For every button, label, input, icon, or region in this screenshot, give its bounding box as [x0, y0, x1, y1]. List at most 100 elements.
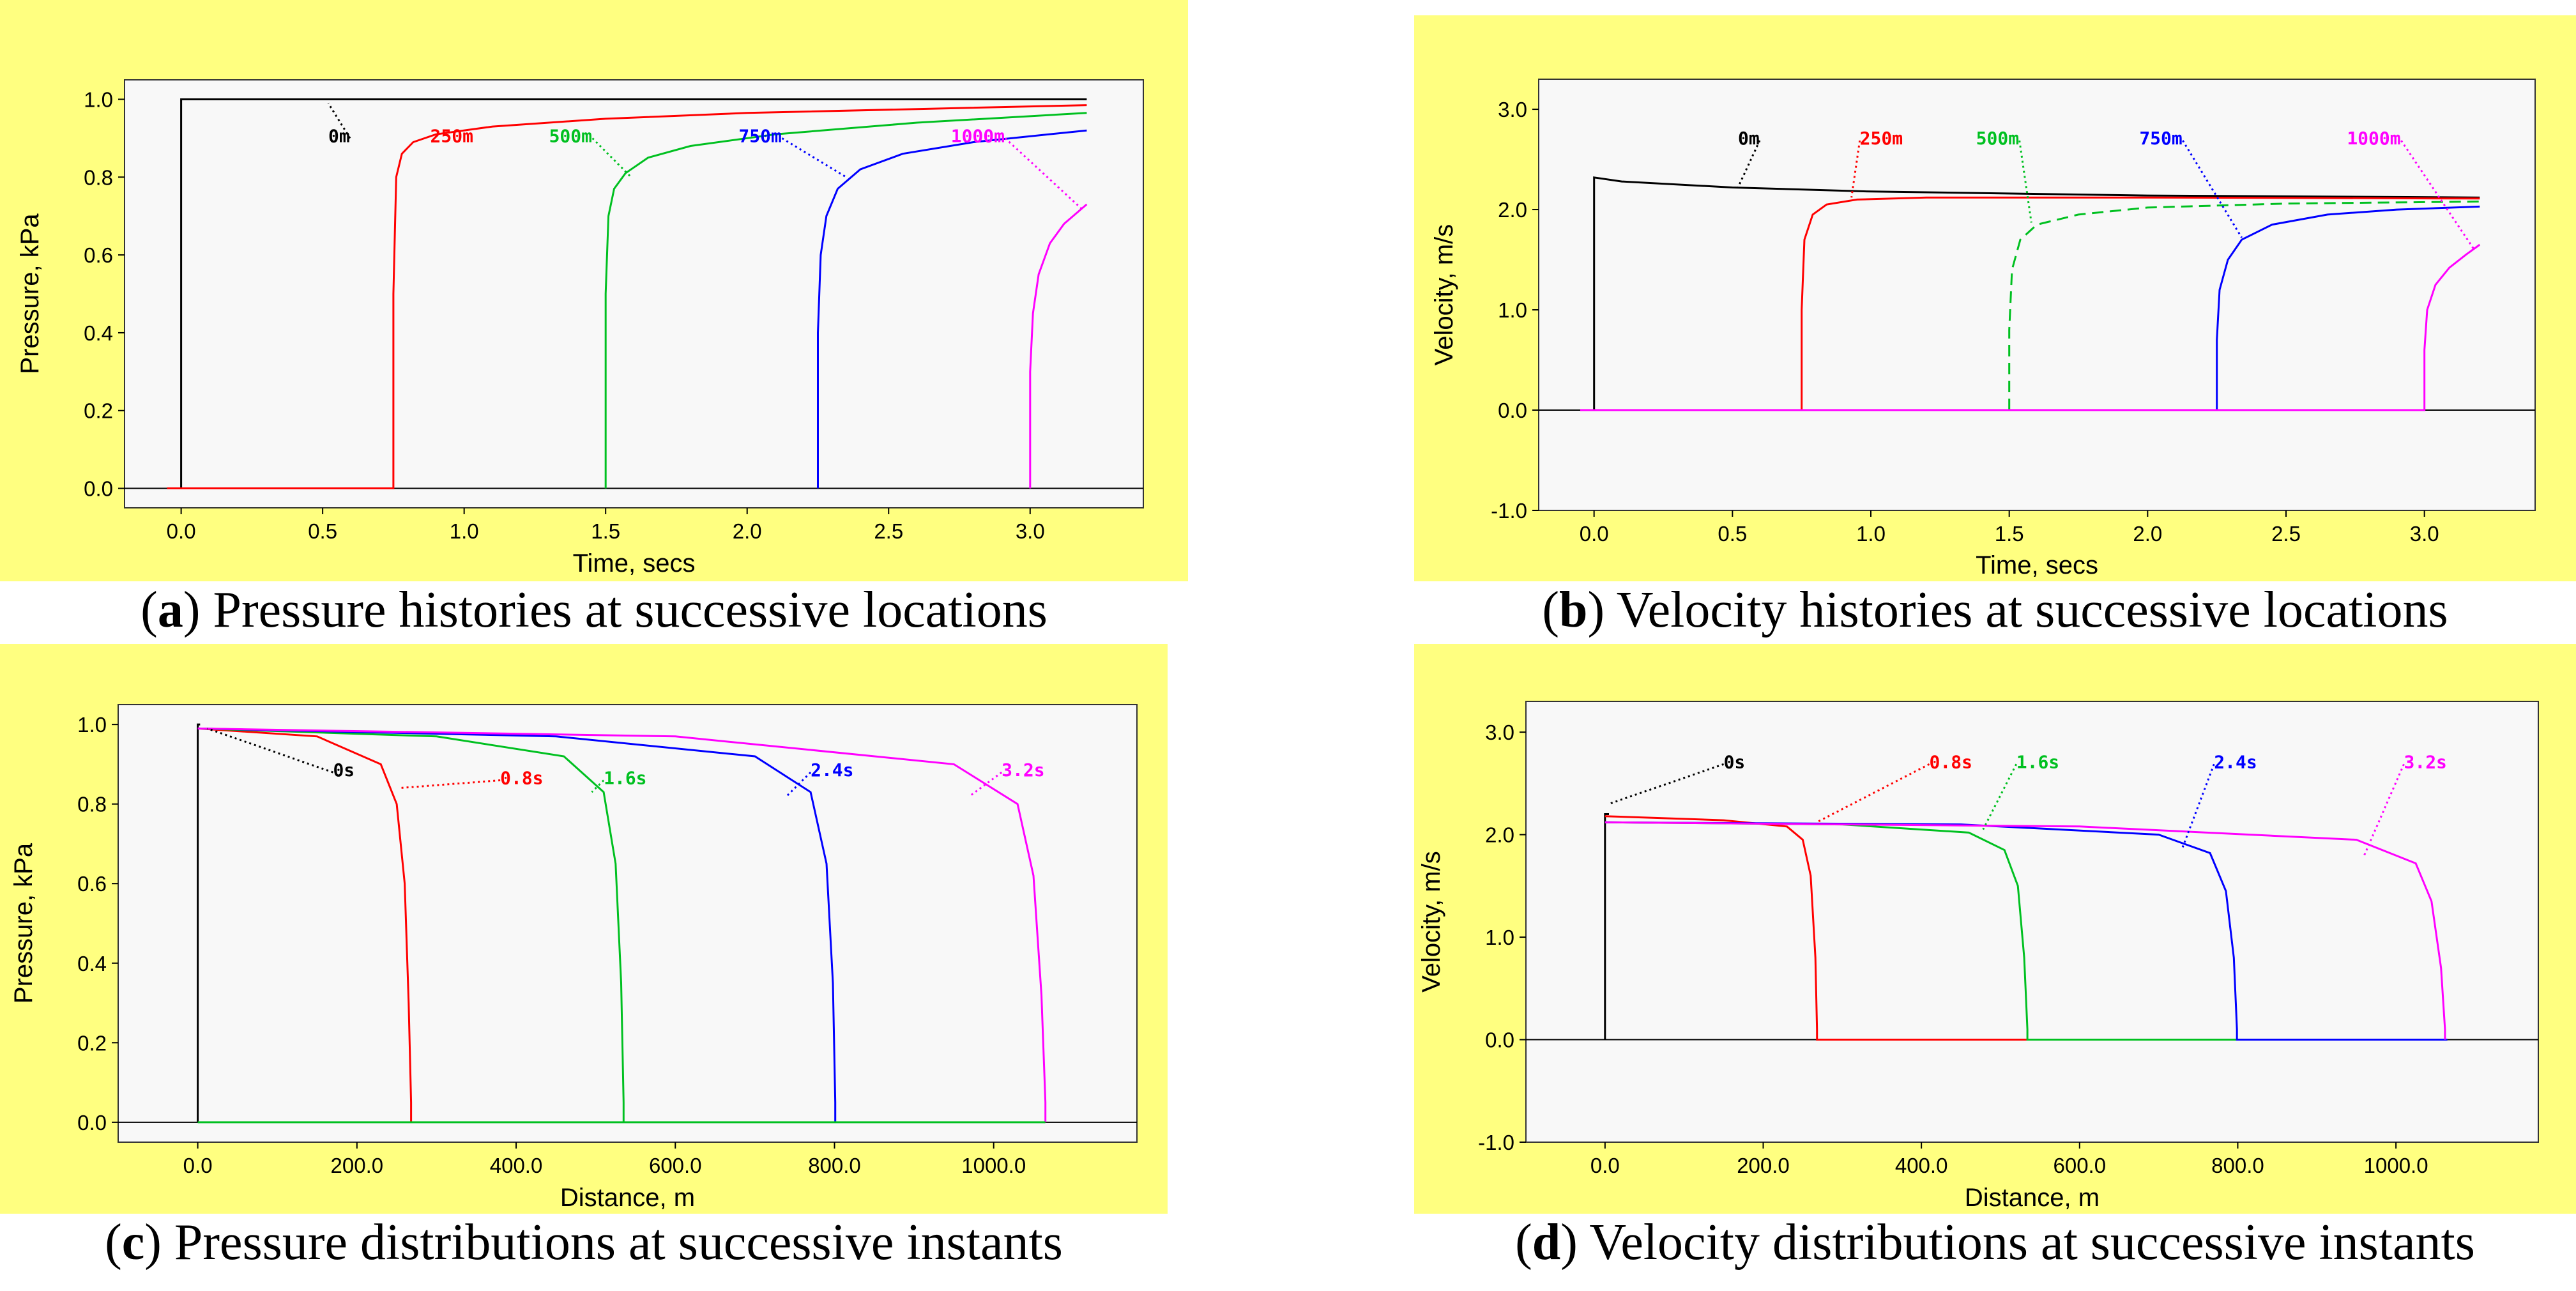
series-line-500m — [2008, 201, 2480, 410]
x-axis-label: Distance, m — [560, 1184, 695, 1212]
caption-d-letter: d — [1532, 1214, 1561, 1271]
series-line-250m — [1801, 196, 2480, 410]
series-line-0.8s — [197, 727, 413, 1122]
annotation-label: 2.4s — [811, 760, 853, 781]
annotation-label: 2.4s — [2214, 751, 2257, 772]
annotation-leader — [1818, 763, 1930, 823]
y-tick-label: 0.6 — [77, 872, 107, 896]
y-axis-label: Velocity, m/s — [1417, 851, 1445, 993]
series-line-1.6s — [1604, 821, 2448, 1041]
x-tick-label: 0.0 — [1590, 1154, 1620, 1177]
x-tick-label: 1.5 — [1995, 522, 2024, 546]
x-tick-label: 400.0 — [490, 1154, 543, 1177]
y-tick-label: 0.2 — [77, 1031, 107, 1055]
y-tick-label: 1.0 — [1485, 926, 1514, 949]
y-tick-label: 0.0 — [84, 477, 113, 501]
y-tick-label: 0.8 — [77, 793, 107, 816]
plot-area — [118, 704, 1138, 1143]
x-tick-label: 2.0 — [2133, 522, 2162, 546]
series-line-1000m — [1029, 203, 1088, 489]
x-axis-label: Time, secs — [573, 549, 696, 577]
caption-a-letter: a — [157, 582, 183, 638]
annotation-leader — [969, 771, 1003, 797]
y-tick-label: -1.0 — [1478, 1131, 1514, 1154]
y-axis-label: Pressure, kPa — [10, 843, 38, 1004]
x-tick-label: 3.0 — [2410, 522, 2439, 546]
chart-panel-d: 0.0 200.0 400.0 600.0 800.0 1000.0 -1.0 0.0 1.0 2… — [1414, 644, 2576, 1214]
y-tick-label: 0.0 — [1485, 1028, 1514, 1052]
annotation-leader — [781, 137, 847, 178]
annotation-label: 500m — [549, 125, 592, 146]
annotation-label: 3.2s — [1002, 760, 1044, 781]
y-tick-label: 0.0 — [77, 1111, 107, 1134]
x-tick-label: 1.5 — [591, 519, 620, 543]
x-tick-label: 600.0 — [2054, 1154, 2107, 1177]
y-tick-label: 0.8 — [84, 165, 113, 189]
x-tick-label: 800.0 — [808, 1154, 861, 1177]
annotation-label: 1000m — [951, 125, 1005, 146]
y-axis-label: Velocity, m/s — [1430, 224, 1458, 366]
y-tick-label: 2.0 — [1498, 198, 1527, 222]
annotation-leader — [1982, 763, 2018, 830]
x-tick-label: 400.0 — [1895, 1154, 1948, 1177]
caption-b: (b) Velocity histories at successive loc… — [1542, 582, 2448, 638]
plot-area — [124, 79, 1144, 508]
chart-c: 0.0 200.0 400.0 600.0 800.0 1000.0 0.0 0.2 0.4 0.… — [0, 644, 1168, 1214]
y-tick-label: 1.0 — [84, 88, 113, 111]
x-tick-label: 2.0 — [733, 519, 762, 543]
annotation-label: 0s — [1724, 751, 1746, 772]
series-line-2.4s — [1604, 821, 2448, 1041]
x-axis-label: Distance, m — [1965, 1184, 2100, 1212]
y-axis-label: Pressure, kPa — [16, 213, 44, 374]
annotation-leader — [591, 137, 632, 178]
annotation-leader — [1004, 137, 1082, 210]
annotation-label: 250m — [431, 125, 473, 146]
caption-c: (c) Pressure distributions at successive… — [105, 1214, 1063, 1271]
annotation-leader — [1737, 140, 1761, 188]
annotation-leader — [207, 727, 333, 774]
y-tick-label: 0.0 — [1498, 399, 1527, 422]
annotation-label: 0s — [333, 760, 354, 781]
annotation-label: 3.2s — [2404, 751, 2446, 772]
x-tick-label: 0.0 — [183, 1154, 213, 1177]
x-tick-label: 0.5 — [1718, 522, 1747, 546]
y-tick-label: 3.0 — [1485, 721, 1514, 744]
caption-c-text: ) Pressure distributions at successive i… — [144, 1214, 1063, 1271]
y-tick-label: 1.0 — [77, 713, 107, 737]
y-tick-label: 0.4 — [77, 952, 107, 975]
caption-b-text: ) Velocity histories at successive locat… — [1587, 582, 2448, 638]
y-tick-label: -1.0 — [1491, 499, 1527, 523]
series-line-500m — [604, 112, 1087, 489]
annotation-label: 1000m — [2347, 128, 2400, 149]
x-tick-label: 0.0 — [1580, 522, 1609, 546]
x-tick-label: 800.0 — [2211, 1154, 2264, 1177]
x-tick-label: 3.0 — [1016, 519, 1045, 543]
annotation-leader — [398, 779, 501, 790]
x-tick-label: 600.0 — [649, 1154, 702, 1177]
annotation-leader — [327, 102, 351, 139]
x-tick-label: 1000.0 — [2364, 1154, 2428, 1177]
series-line-750m — [2216, 205, 2480, 410]
chart-panel-c: 0.0 200.0 400.0 600.0 800.0 1000.0 0.0 0.2 0.4 0.… — [0, 644, 1168, 1214]
caption-d-text: ) Velocity distributions at successive i… — [1560, 1214, 2475, 1271]
y-tick-label: 0.6 — [84, 243, 113, 267]
annotation-leader — [2363, 763, 2405, 856]
annotation-label: 750m — [2139, 128, 2182, 149]
annotation-label: 0.8s — [500, 768, 543, 789]
series-line-3.2s — [1604, 821, 2446, 1040]
x-tick-label: 200.0 — [331, 1154, 384, 1177]
series-line-0m — [180, 98, 1087, 489]
series-line-3.2s — [197, 727, 1047, 1122]
series-line-250m — [167, 104, 1087, 489]
x-tick-label: 2.5 — [874, 519, 903, 543]
y-tick-label: 0.4 — [84, 321, 113, 345]
series-line-0s — [1604, 813, 1609, 1040]
annotation-leader — [786, 772, 812, 797]
caption-b-letter: b — [1559, 582, 1588, 638]
x-tick-label: 1.0 — [1856, 522, 1886, 546]
annotation-leader — [2182, 140, 2243, 238]
series-line-1.6s — [197, 727, 625, 1122]
series-line-0m — [1593, 176, 2480, 410]
caption-d: (d) Velocity distributions at successive… — [1515, 1214, 2475, 1271]
annotation-label: 0m — [328, 125, 350, 146]
